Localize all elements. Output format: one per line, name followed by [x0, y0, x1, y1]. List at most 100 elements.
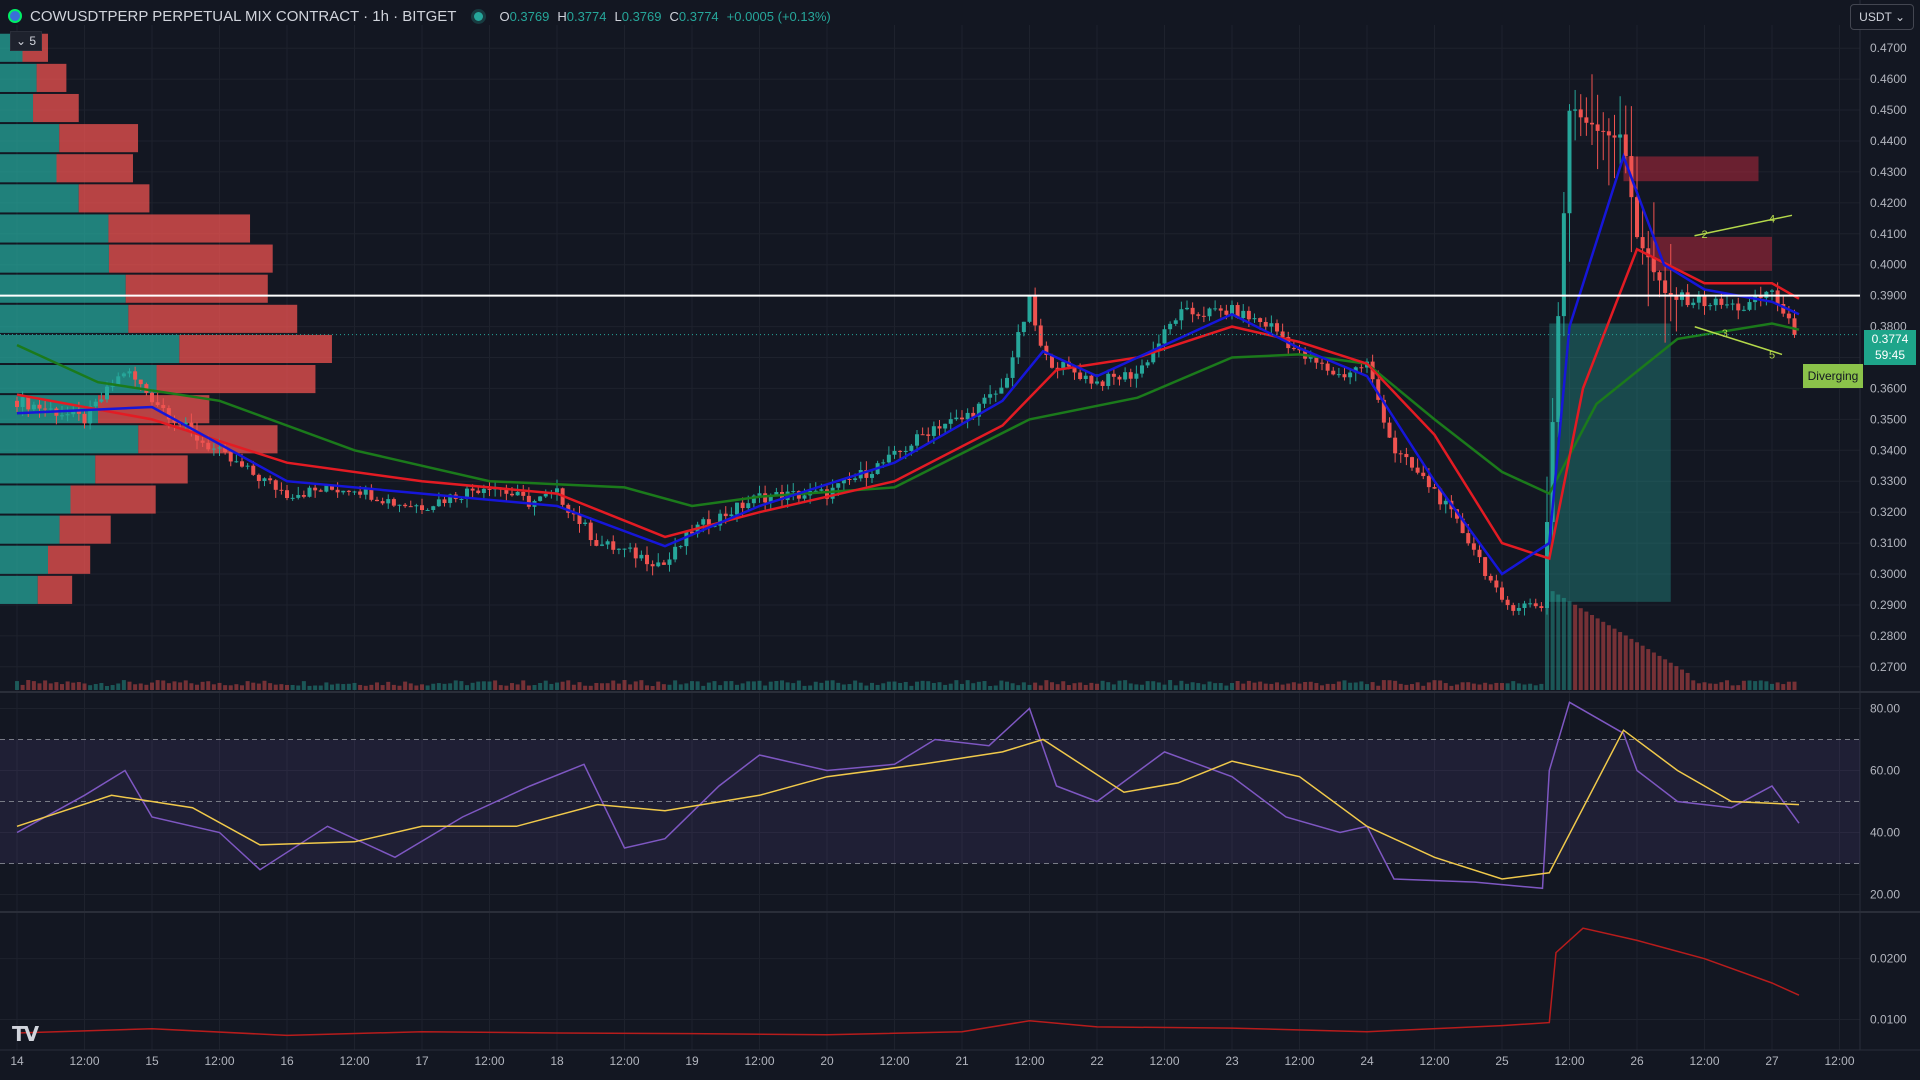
- volume-bar: [1651, 652, 1656, 690]
- candle-body: [1376, 379, 1381, 400]
- candle-body: [684, 531, 689, 547]
- candle-body: [982, 397, 987, 404]
- volume-bar: [1218, 683, 1223, 690]
- volume-bar: [1646, 649, 1651, 690]
- volume-bar: [1477, 684, 1482, 690]
- volume-bar: [1466, 682, 1471, 690]
- volume-bar: [88, 685, 93, 690]
- candle-body: [746, 503, 751, 509]
- candle-body: [1471, 543, 1476, 550]
- candle-body: [1432, 487, 1437, 489]
- volume-bar: [99, 683, 104, 690]
- price-axis-tick-label: 0.2700: [1870, 660, 1907, 674]
- volume-bar: [1061, 681, 1066, 690]
- change-value: +0.0005 (+0.13%): [726, 8, 831, 24]
- price-axis-tick-label: 0.4100: [1870, 227, 1907, 241]
- volume-bar: [1066, 685, 1071, 690]
- candle-body: [1725, 304, 1729, 306]
- candle-body: [161, 404, 166, 409]
- volume-bar: [678, 684, 683, 690]
- volume-profile-down-bar: [108, 244, 273, 273]
- currency-selector[interactable]: USDT ⌄: [1850, 4, 1914, 30]
- candle-body: [583, 522, 588, 525]
- volume-bar: [903, 681, 908, 690]
- volume-bar: [926, 681, 931, 690]
- candle-body: [1207, 308, 1212, 317]
- candle-body: [223, 447, 228, 453]
- volume-bar: [493, 680, 498, 690]
- volume-profile-up-bar: [0, 93, 34, 123]
- volume-bar: [1179, 680, 1184, 690]
- time-axis-tick-label: 23: [1225, 1054, 1239, 1068]
- volume-bar: [526, 685, 531, 690]
- volume-profile-up-bar: [0, 425, 139, 454]
- volume-bar: [1438, 680, 1443, 690]
- volume-bar: [1224, 685, 1229, 690]
- collapse-indicators-button[interactable]: ⌄ 5: [10, 31, 43, 51]
- volume-bar: [1578, 608, 1583, 690]
- candle-body: [1173, 320, 1178, 324]
- candle-body: [448, 494, 453, 504]
- candle-body: [1477, 549, 1482, 558]
- volume-bar: [988, 685, 993, 690]
- candle-body: [358, 491, 363, 495]
- volume-bar: [403, 681, 408, 690]
- candle-body: [1567, 110, 1572, 214]
- candle-body: [195, 431, 199, 441]
- time-axis-tick-label: 25: [1495, 1054, 1509, 1068]
- candle-body: [217, 447, 222, 449]
- volume-bar: [600, 683, 604, 690]
- volume-bar: [1095, 683, 1099, 690]
- volume-bar: [1145, 681, 1150, 690]
- volume-bar: [1606, 625, 1611, 690]
- candle-body: [1263, 321, 1268, 327]
- volume-bar: [1471, 683, 1476, 690]
- volume-bar: [841, 684, 846, 690]
- price-axis-tick-label: 0.3400: [1870, 443, 1907, 457]
- candle-body: [1511, 605, 1516, 611]
- volume-bar: [256, 683, 261, 690]
- candle-body: [1651, 257, 1656, 273]
- candle-body: [211, 448, 216, 450]
- candle-body: [667, 559, 672, 565]
- volume-bar: [571, 684, 576, 690]
- symbol-icon[interactable]: [8, 9, 22, 23]
- volume-bar: [690, 681, 694, 690]
- volume-bar: [965, 680, 970, 690]
- volume-bar: [1100, 680, 1105, 690]
- candle-body: [1775, 290, 1780, 305]
- candle-body: [841, 479, 846, 484]
- candle-body: [931, 426, 936, 436]
- tradingview-logo[interactable]: TV: [12, 1022, 39, 1046]
- candle-body: [487, 488, 492, 490]
- candle-body: [1494, 580, 1499, 588]
- volume-profile-down-bar: [156, 365, 316, 394]
- time-axis-tick-label: 18: [550, 1054, 564, 1068]
- volume-profile-down-bar: [36, 63, 67, 92]
- volume-bar: [1573, 604, 1578, 690]
- candle-body: [1421, 472, 1426, 477]
- volume-bar: [656, 681, 661, 690]
- symbol-title[interactable]: COWUSDTPERP PERPETUAL MIX CONTRACT · 1h …: [30, 7, 457, 25]
- volume-bar: [1246, 680, 1251, 690]
- candle-body: [1663, 280, 1668, 293]
- candle-body: [819, 489, 824, 491]
- volume-bar: [279, 684, 284, 690]
- candle-body: [1252, 318, 1257, 320]
- candle-body: [1348, 372, 1353, 378]
- volume-bar: [178, 682, 183, 690]
- volume-bar: [1387, 680, 1392, 690]
- volume-bar: [1325, 683, 1330, 690]
- volume-bar: [701, 685, 706, 690]
- volume-bar: [20, 684, 25, 690]
- candle-body: [82, 413, 87, 424]
- candle-body: [1190, 307, 1195, 315]
- volume-bar: [1381, 680, 1386, 690]
- volume-bar: [296, 685, 301, 690]
- rsi-line: [16, 701, 1800, 890]
- volume-bar: [1128, 683, 1133, 690]
- volume-profile-up-bar: [0, 365, 157, 394]
- volume-bar: [133, 684, 138, 690]
- candle-body: [566, 504, 571, 513]
